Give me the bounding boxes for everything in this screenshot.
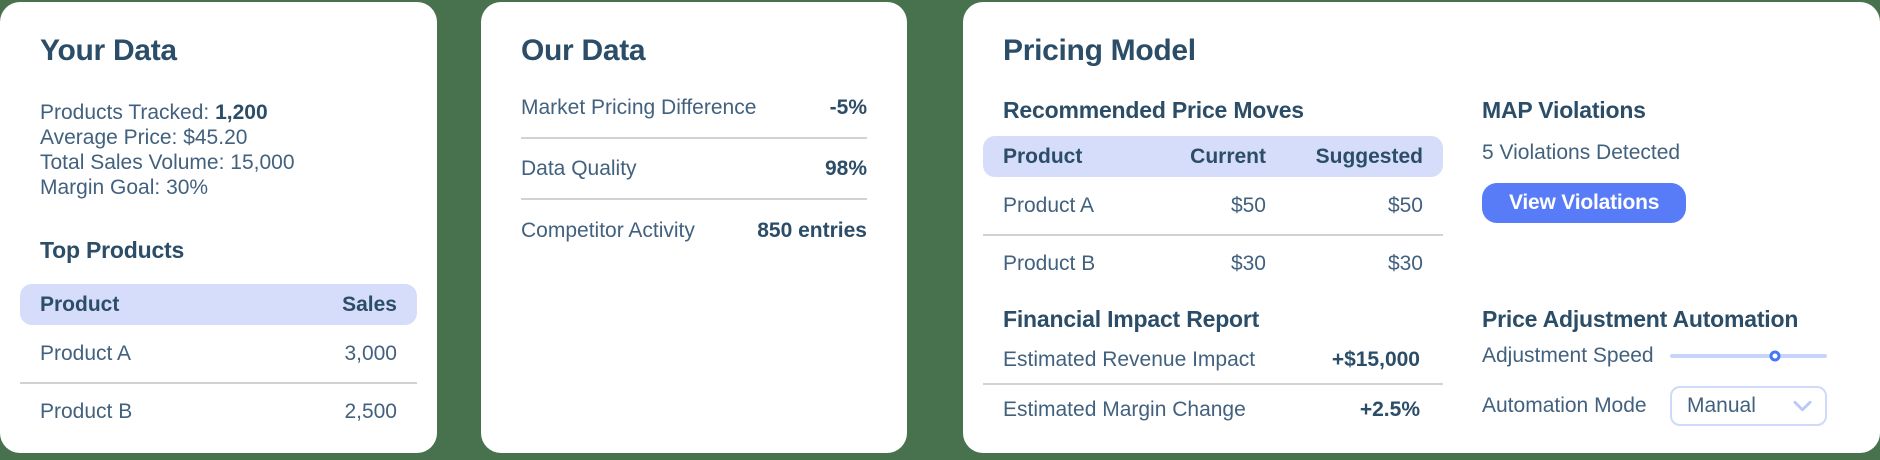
price-moves-table-header: Product Current Suggested bbox=[983, 136, 1443, 177]
cell-sales: 2,500 bbox=[344, 399, 397, 423]
your-data-title: Your Data bbox=[40, 34, 177, 67]
your-data-card: Your Data Products Tracked: 1,200 Averag… bbox=[0, 2, 437, 453]
pricing-model-right-column: MAP Violations 5 Violations Detected Vie… bbox=[1482, 96, 1827, 434]
stat-products-tracked: Products Tracked: 1,200 bbox=[40, 100, 397, 125]
financial-impact-heading: Financial Impact Report bbox=[1003, 306, 1260, 332]
adjustment-speed-label: Adjustment Speed bbox=[1482, 343, 1654, 367]
metric-value: 98% bbox=[824, 156, 867, 180]
stat-value: 1,200 bbox=[215, 101, 268, 124]
metric-label: Estimated Revenue Impact bbox=[1003, 347, 1256, 371]
automation-mode-row: Automation Mode Manual bbox=[1482, 386, 1827, 426]
pricing-model-card: Pricing Model Recommended Price Moves Pr… bbox=[963, 2, 1880, 453]
automation-mode-label: Automation Mode bbox=[1482, 394, 1647, 417]
metric-value: 850 entries bbox=[757, 218, 867, 242]
stat-total-sales-volume: Total Sales Volume: 15,000 bbox=[40, 150, 397, 175]
column-header-sales: Sales bbox=[342, 292, 397, 316]
metric-competitor-activity: Competitor Activity 850 entries bbox=[521, 200, 867, 261]
column-header-product: Product bbox=[1003, 144, 1083, 168]
cell-product: Product B bbox=[40, 399, 133, 423]
stat-average-price: Average Price: $45.20 bbox=[40, 125, 397, 150]
automation-mode-select[interactable]: Manual bbox=[1670, 386, 1827, 426]
metric-label: Competitor Activity bbox=[521, 218, 695, 242]
metric-value: +$15,000 bbox=[1331, 347, 1420, 371]
cell-product: Product A bbox=[1003, 193, 1095, 217]
top-products-table-header: Product Sales bbox=[20, 284, 417, 325]
cell-current-price: $30 bbox=[1230, 251, 1266, 275]
recommended-price-moves-table: Product Current Suggested Product A $50 … bbox=[983, 136, 1443, 291]
stat-margin-goal: Margin Goal: 30% bbox=[40, 175, 397, 200]
adjustment-speed-slider[interactable] bbox=[1670, 343, 1827, 368]
stat-label: Margin Goal: bbox=[40, 176, 161, 199]
adjustment-speed-row: Adjustment Speed bbox=[1482, 343, 1827, 368]
table-row: Product A 3,000 bbox=[20, 325, 417, 382]
our-data-card: Our Data Market Pricing Difference -5% D… bbox=[481, 2, 907, 453]
metric-label: Data Quality bbox=[521, 156, 637, 180]
pricing-model-body: Recommended Price Moves Product Current … bbox=[983, 96, 1840, 434]
stat-label: Average Price: bbox=[40, 126, 178, 149]
cell-sales: 3,000 bbox=[344, 341, 397, 365]
table-row: Product B $30 $30 bbox=[983, 234, 1443, 291]
column-header-current: Current bbox=[1190, 144, 1266, 168]
chevron-down-icon bbox=[1793, 400, 1812, 412]
cell-product: Product A bbox=[40, 341, 132, 365]
cell-suggested-price: $50 bbox=[1387, 193, 1423, 217]
slider-handle[interactable] bbox=[1769, 350, 1781, 361]
pricing-model-title: Pricing Model bbox=[1003, 34, 1196, 67]
metric-value: -5% bbox=[829, 95, 867, 119]
stat-label: Total Sales Volume: bbox=[40, 151, 225, 174]
our-data-metrics: Market Pricing Difference -5% Data Quali… bbox=[521, 78, 867, 261]
column-header-suggested: Suggested bbox=[1315, 144, 1423, 168]
stat-label: Products Tracked: bbox=[40, 101, 210, 124]
cell-product: Product B bbox=[1003, 251, 1096, 275]
recommended-price-moves-heading: Recommended Price Moves bbox=[1003, 97, 1304, 123]
table-row: Product A $50 $50 bbox=[983, 177, 1443, 234]
map-violations-heading: MAP Violations bbox=[1482, 97, 1646, 123]
cell-current-price: $50 bbox=[1230, 193, 1266, 217]
our-data-title: Our Data bbox=[521, 34, 646, 67]
stat-value: 30% bbox=[166, 176, 209, 199]
stat-value: 15,000 bbox=[230, 151, 295, 174]
metric-value: +2.5% bbox=[1359, 397, 1420, 421]
metric-estimated-revenue-impact: Estimated Revenue Impact +$15,000 bbox=[983, 336, 1443, 385]
metric-label: Estimated Margin Change bbox=[1003, 397, 1246, 421]
automation-mode-value: Manual bbox=[1687, 394, 1756, 417]
view-violations-button[interactable]: View Violations bbox=[1482, 183, 1687, 223]
pricing-model-left-column: Recommended Price Moves Product Current … bbox=[983, 96, 1443, 434]
column-header-product: Product bbox=[40, 292, 120, 316]
top-products-table: Product Sales Product A 3,000 Product B … bbox=[20, 284, 417, 439]
financial-impact-metrics: Estimated Revenue Impact +$15,000 Estima… bbox=[983, 336, 1443, 434]
slider-track[interactable] bbox=[1670, 353, 1827, 358]
metric-estimated-margin-change: Estimated Margin Change +2.5% bbox=[983, 385, 1443, 434]
top-products-heading: Top Products bbox=[40, 237, 185, 263]
metric-label: Market Pricing Difference bbox=[521, 95, 757, 119]
cell-suggested-price: $30 bbox=[1387, 251, 1423, 275]
your-data-stats: Products Tracked: 1,200 Average Price: $… bbox=[40, 100, 397, 200]
price-adjustment-automation-heading: Price Adjustment Automation bbox=[1482, 306, 1799, 332]
metric-data-quality: Data Quality 98% bbox=[521, 139, 867, 200]
table-row: Product B 2,500 bbox=[20, 382, 417, 439]
stat-value: $45.20 bbox=[183, 126, 248, 149]
metric-market-pricing-difference: Market Pricing Difference -5% bbox=[521, 78, 867, 139]
violations-status-text: 5 Violations Detected bbox=[1482, 141, 1681, 164]
